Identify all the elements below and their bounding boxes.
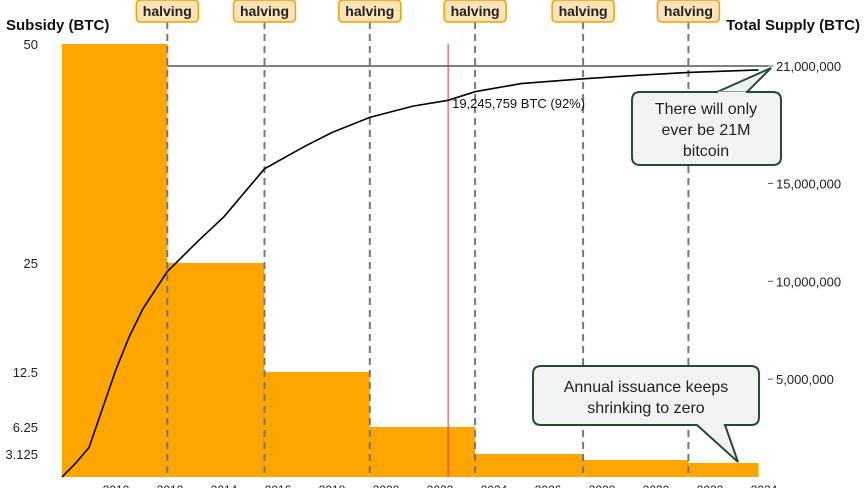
supply-curve [61,69,759,478]
halving-badge-label-5: halving [664,3,713,19]
callout-issuance-line-2: shrinking to zero [587,400,704,417]
x-tick-0: 2010 [103,483,130,488]
x-tick-6: 2022 [427,483,454,488]
halving-badge-3 [443,0,507,23]
callout-21m: There will only ever be 21M bitcoin [631,67,782,166]
callout-issuance-bubble [532,365,760,463]
right-tick-0: 21,000,000 [776,59,841,74]
right-tick-3: 5,000,000 [776,372,834,387]
subsidy-bar-3 [369,427,476,477]
x-tick-5: 2020 [373,483,400,488]
x-tick-1: 2012 [157,483,184,488]
halving-badges: halving halving halving halving halving halvi… [135,0,721,23]
x-tick-7: 2024 [481,483,508,488]
subsidy-bar-6 [688,463,759,477]
x-tick-11: 2032 [697,483,724,488]
subsidy-bar-0 [62,44,168,477]
y-right-axis-title: Total Supply (BTC) [726,17,860,34]
callout-issuance-line-1: Annual issuance keeps [564,379,729,396]
subsidy-bar-2 [264,372,370,477]
halving-badge-label-4: halving [559,3,608,19]
halving-badge-5 [656,0,721,23]
halving-badge-0 [135,0,200,23]
left-tick-2: 12.5 [13,365,38,380]
subsidy-bar-1 [167,263,265,477]
right-axis-ticks: 21,000,000 15,000,000 10,000,000 5,000,000 [768,59,841,387]
left-tick-4: 3.125 [5,447,38,462]
current-supply-label: 19,245,759 BTC (92%) [452,96,585,111]
halving-badge-label-3: halving [451,3,500,19]
subsidy-bar-5 [583,460,689,477]
x-tick-9: 2028 [589,483,616,488]
right-tick-1: 15,000,000 [776,176,841,191]
callout-21m-line-1: There will only [655,101,757,118]
x-tick-2: 2014 [211,483,238,488]
left-axis-ticks: 50 25 12.5 6.25 3.125 [5,37,38,462]
left-tick-0: 50 [24,37,38,52]
right-tick-2: 10,000,000 [776,274,841,289]
subsidy-bars [62,44,759,477]
y-left-axis-title: Subsidy (BTC) [6,17,109,34]
left-tick-3: 6.25 [13,420,38,435]
x-tick-12: 2034 [751,483,778,488]
callout-21m-line-3: bitcoin [683,143,729,160]
halving-badge-2 [338,0,402,23]
x-tick-3: 2016 [265,483,292,488]
halving-badge-label-0: halving [143,3,192,19]
x-tick-10: 2030 [643,483,670,488]
halving-badge-1 [232,0,297,23]
x-tick-4: 2018 [319,483,346,488]
left-tick-1: 25 [24,256,38,271]
subsidy-bar-4 [475,454,584,477]
halving-badge-label-2: halving [345,3,394,19]
x-tick-8: 2026 [535,483,562,488]
x-axis-ticks: 2010 2012 2014 2016 2018 2020 2022 2024 2026 2028… [103,483,778,488]
callout-issuance: Annual issuance keeps shrinking to zero [532,365,760,463]
halving-badge-label-1: halving [240,3,289,19]
callout-21m-line-2: ever be 21M [662,122,751,139]
halving-badge-4 [551,0,615,23]
